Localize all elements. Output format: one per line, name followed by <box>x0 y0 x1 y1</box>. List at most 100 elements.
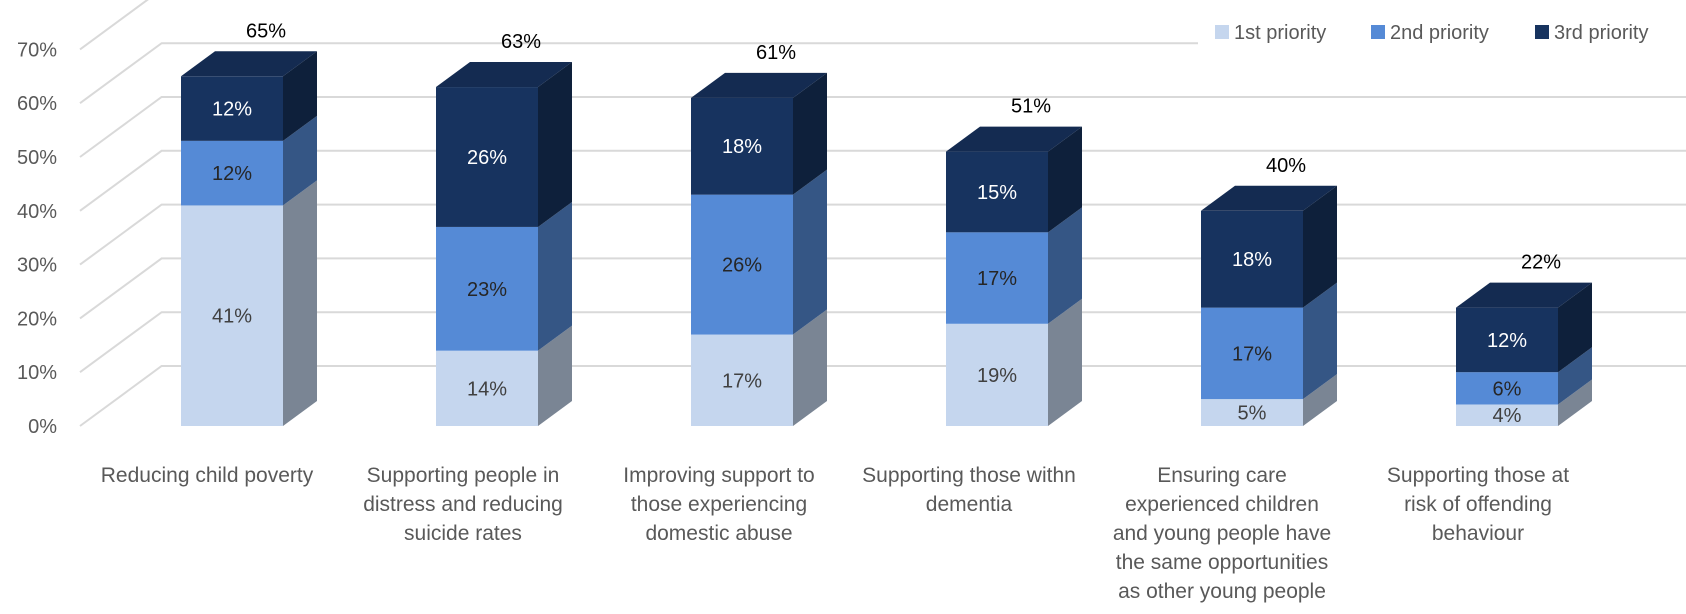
bar-stack: 19% 17% 15% 51% <box>946 96 1082 426</box>
segment-label: 19% <box>977 365 1017 387</box>
y-tick-label: 0% <box>28 416 57 438</box>
category-label-line: as other young people <box>1118 580 1326 603</box>
legend-label: 2nd priority <box>1390 22 1489 44</box>
bar-side <box>793 169 827 335</box>
bar-segment <box>1456 372 1558 405</box>
bar-side <box>1048 126 1082 233</box>
segment-label: 17% <box>1232 343 1272 365</box>
category-label-line: those experiencing <box>631 493 807 516</box>
category-label-line: Reducing child poverty <box>101 464 314 487</box>
bar-segment <box>946 232 1048 324</box>
segment-label: 18% <box>1232 249 1272 271</box>
category-label: Supporting people in distress and reducin… <box>363 464 563 545</box>
bar-segment <box>946 323 1048 426</box>
bar-top <box>691 72 827 98</box>
bar-segment <box>1201 307 1303 400</box>
gridline <box>79 42 1686 105</box>
legend-swatch <box>1535 25 1549 39</box>
segment-label: 41% <box>212 306 252 328</box>
bar-side <box>283 180 317 426</box>
y-tick-label: 20% <box>17 308 57 330</box>
bar-stack: 17% 26% 18% 61% <box>691 42 827 426</box>
bar-side <box>1558 347 1592 405</box>
category-label-line: Supporting those at <box>1387 464 1569 487</box>
bar-stack: 14% 23% 26% 63% <box>436 31 572 426</box>
total-label: 61% <box>756 42 796 64</box>
segment-label: 12% <box>212 163 252 185</box>
segment-label: 4% <box>1493 405 1522 427</box>
segment-label: 6% <box>1493 378 1522 400</box>
bar-side <box>1303 374 1337 426</box>
category-label-line: Supporting people in <box>367 464 560 487</box>
bar-side <box>538 325 572 426</box>
bar-segment <box>1201 399 1303 426</box>
gridline <box>79 311 1686 374</box>
legend-label: 1st priority <box>1234 22 1326 44</box>
bar-side <box>1303 185 1337 308</box>
segment-label: 17% <box>722 370 762 392</box>
category-label-line: Ensuring care <box>1157 464 1287 487</box>
category-label: Supporting those withn dementia <box>862 464 1076 516</box>
y-tick-label: 40% <box>17 201 57 223</box>
bar-side <box>283 51 317 141</box>
bar-top <box>181 51 317 77</box>
category-label-line: dementia <box>926 493 1013 516</box>
y-tick-label: 50% <box>17 147 57 169</box>
x-axis-labels: Reducing child poverty Supporting people … <box>101 464 1569 603</box>
category-label-line: and young people have <box>1113 522 1331 545</box>
segment-label: 14% <box>467 378 507 400</box>
bar-segment <box>946 151 1048 233</box>
legend-swatch <box>1371 25 1385 39</box>
category-label: Improving support to those experiencing do… <box>623 464 814 545</box>
category-label: Reducing child poverty <box>101 464 314 487</box>
bar-side <box>1558 282 1592 373</box>
legend-swatch <box>1215 25 1229 39</box>
gridline <box>79 365 1686 427</box>
segment-label: 23% <box>467 279 507 301</box>
total-label: 40% <box>1266 155 1306 177</box>
y-tick-label: 30% <box>17 255 57 277</box>
category-label-line: behaviour <box>1432 522 1524 545</box>
bar-side <box>1048 207 1082 324</box>
category-label: Supporting those at risk of offending beha… <box>1387 464 1569 545</box>
category-label: Ensuring care experienced children and you… <box>1113 464 1331 603</box>
segment-label: 5% <box>1238 403 1267 425</box>
bar-side <box>283 115 317 206</box>
segment-label: 12% <box>1487 330 1527 352</box>
total-label: 22% <box>1521 252 1561 274</box>
bar-top <box>1201 185 1337 211</box>
segment-label: 15% <box>977 182 1017 204</box>
gridline <box>79 0 149 51</box>
total-label: 63% <box>501 31 541 53</box>
bar-side <box>1048 298 1082 426</box>
bars: 41%12%12%65%14%23%26%63%17%26%18%61%19%1… <box>181 20 1592 427</box>
y-tick-label: 70% <box>17 39 57 61</box>
bar-segment <box>436 350 538 426</box>
y-axis-ticks: 0% 10% 20% 30% 40% 50% 60% 70% <box>17 39 57 438</box>
gridline <box>79 257 1686 320</box>
bar-stack: 4% 6% 12% 22% <box>1456 252 1592 427</box>
segment-label: 12% <box>212 99 252 121</box>
bar-side <box>793 309 827 426</box>
legend-background <box>1198 10 1686 60</box>
category-label-line: Improving support to <box>623 464 814 487</box>
total-label: 51% <box>1011 96 1051 118</box>
y-tick-label: 60% <box>17 93 57 115</box>
bar-segment <box>181 205 283 426</box>
category-label-line: suicide rates <box>404 522 522 545</box>
bar-top <box>1456 282 1592 308</box>
bar-side <box>538 201 572 351</box>
bar-segment <box>181 76 283 141</box>
segment-label: 26% <box>467 147 507 169</box>
bar-segment <box>691 97 793 195</box>
category-label-line: Supporting those withn <box>862 464 1076 487</box>
legend-label: 3rd priority <box>1554 22 1648 44</box>
bar-segment <box>691 334 793 426</box>
bar-side <box>538 62 572 227</box>
bar-stack: 41% 12% 12% 65% <box>181 20 317 426</box>
bar-segment <box>436 226 538 351</box>
category-label-line: distress and reducing <box>363 493 563 516</box>
y-tick-label: 10% <box>17 362 57 384</box>
